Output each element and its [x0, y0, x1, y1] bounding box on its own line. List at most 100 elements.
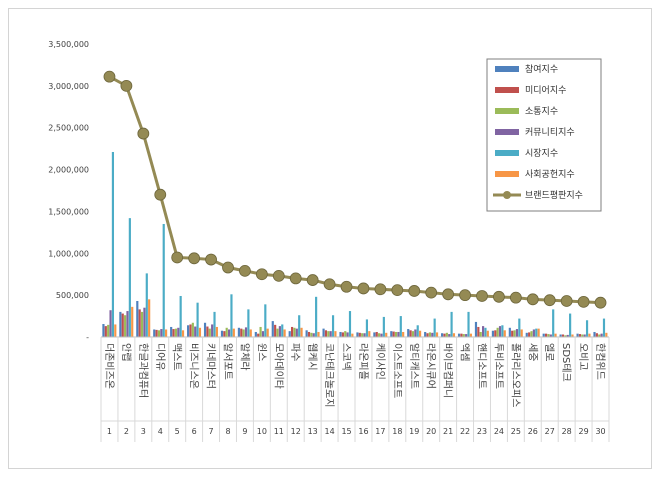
bar	[588, 333, 591, 337]
rank-label: 29	[579, 427, 589, 436]
legend-label: 커뮤니티지수	[525, 127, 575, 138]
x-tick-label: 디어유	[154, 343, 166, 371]
brand-reputation-line	[103, 70, 607, 309]
bar	[397, 331, 400, 337]
bar	[537, 328, 540, 337]
rank-label: 8	[225, 427, 230, 436]
point	[374, 283, 387, 296]
bar	[264, 304, 267, 337]
legend-label: 미디어지수	[525, 85, 566, 96]
rank-label: 13	[308, 427, 318, 436]
bar	[187, 325, 190, 337]
bar	[288, 331, 291, 337]
bar	[174, 328, 177, 337]
rank-label: 12	[291, 427, 301, 436]
bar	[109, 310, 112, 337]
point	[476, 290, 488, 302]
x-tick-label: 맥스트	[171, 343, 183, 371]
bar	[290, 326, 294, 337]
x-tick-label: 더존비즈온	[103, 343, 115, 389]
bar	[278, 326, 281, 337]
bar	[344, 331, 347, 337]
point	[306, 274, 319, 286]
bar	[131, 306, 134, 337]
bar	[375, 331, 378, 337]
bar	[431, 332, 434, 337]
bar	[479, 331, 482, 337]
x-tick-label: 엘로	[543, 343, 556, 361]
bar	[392, 331, 395, 337]
bar	[114, 324, 117, 337]
point	[560, 295, 573, 307]
y-axis: - 500,000 1,000,000 1,500,000 2,000,000 2,500…	[48, 40, 89, 342]
rank-label: 24	[494, 427, 504, 436]
bar	[363, 333, 366, 337]
bar	[317, 331, 320, 337]
bar	[484, 327, 487, 337]
rank-label: 6	[192, 427, 197, 436]
bar	[247, 309, 250, 337]
bar	[237, 327, 240, 337]
y-tick-label: 3,000,000	[48, 82, 89, 91]
x-tick-label: 스코넥	[340, 343, 352, 371]
x-tick-label: 안랩	[120, 343, 132, 361]
bar	[145, 273, 148, 337]
bar	[450, 311, 453, 337]
bar	[198, 327, 202, 337]
bar	[194, 326, 197, 337]
bar	[157, 330, 161, 337]
bar	[181, 330, 185, 337]
bar	[254, 331, 257, 337]
point	[103, 70, 116, 83]
bar	[513, 330, 516, 337]
bar	[598, 334, 601, 337]
bar	[457, 333, 461, 337]
bar	[242, 329, 245, 337]
bar	[503, 330, 506, 337]
legend-swatch	[495, 129, 519, 135]
bar	[566, 334, 569, 337]
bar	[390, 331, 393, 337]
bar	[491, 330, 494, 337]
legend-swatch	[495, 66, 519, 72]
bar	[329, 331, 332, 337]
bar	[119, 311, 122, 337]
bar	[511, 330, 514, 337]
bar	[271, 321, 274, 337]
bar	[525, 332, 528, 337]
rank-label: 21	[443, 427, 453, 436]
bar	[544, 333, 548, 337]
x-axis: 더존비즈온 1 안랩 2 한글과컴퓨터 3 디어유 4 맥스트 5 비즈니스온 6 키네마스터 7 알서포트…	[100, 336, 610, 442]
bar	[356, 332, 359, 337]
bar	[232, 328, 235, 337]
bar	[602, 318, 606, 337]
bar	[424, 331, 427, 337]
bar	[508, 327, 511, 337]
bar	[225, 327, 228, 337]
bar	[261, 331, 265, 337]
x-tick-label: 엑셈	[459, 343, 471, 361]
bar	[165, 329, 168, 337]
x-tick-label: 키네마스터	[205, 343, 217, 389]
rank-label: 25	[511, 427, 521, 436]
bar	[104, 326, 107, 337]
bar	[300, 327, 303, 337]
bar	[295, 328, 298, 337]
rank-label: 22	[460, 427, 470, 436]
bar	[416, 325, 419, 337]
bar	[542, 333, 545, 337]
bar	[583, 334, 586, 337]
bar	[249, 329, 252, 337]
legend-label: 소통지수	[525, 106, 558, 117]
bar	[281, 324, 284, 337]
bar	[341, 332, 344, 337]
bar	[155, 329, 158, 337]
bar	[327, 331, 330, 337]
bar	[409, 330, 412, 337]
bar	[331, 315, 335, 337]
bar	[569, 313, 572, 337]
bar	[407, 329, 410, 337]
bar	[378, 333, 381, 337]
point	[272, 269, 285, 282]
x-tick-label: 오비고	[577, 343, 589, 371]
